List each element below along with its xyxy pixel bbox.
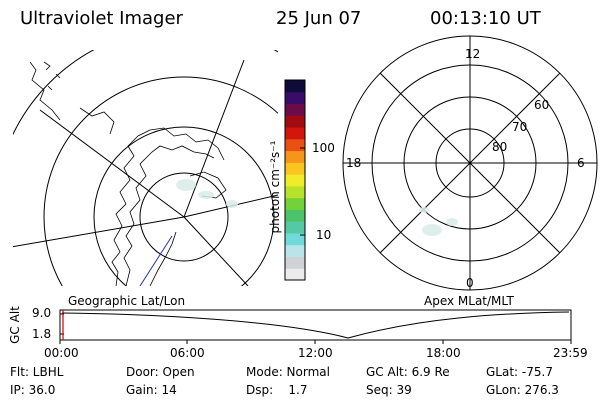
date-label: 25 Jun 07 xyxy=(276,8,362,29)
meridian-line xyxy=(183,59,245,218)
latitude-circle xyxy=(13,50,278,136)
timeline-y-label: GC Alt xyxy=(7,306,22,344)
colorbar-cell xyxy=(285,162,305,175)
colorbar xyxy=(284,79,306,281)
colorbar-tick-10: 10 xyxy=(316,228,332,242)
colorbar-cell xyxy=(285,197,305,210)
auroral-emission xyxy=(176,179,238,208)
mlat-label-60: 60 xyxy=(534,98,550,112)
coastline xyxy=(29,61,227,286)
colorbar-cell xyxy=(285,232,305,246)
timeline-x-tick: 00:00 xyxy=(44,346,79,360)
gc-alt-info: GC Alt: 6.9 Re xyxy=(366,365,450,379)
colorbar-cell xyxy=(285,268,305,281)
colorbar-cell xyxy=(285,103,305,116)
timeline-x-tick: 23:59 xyxy=(553,346,588,360)
altitude-timeline xyxy=(59,309,572,344)
latitude-circle xyxy=(139,172,229,262)
colorbar-tick-100: 100 xyxy=(312,141,335,155)
colorbar-cell xyxy=(285,221,305,234)
mlt-label-12: 12 xyxy=(465,47,481,61)
mlat-label-80: 80 xyxy=(492,140,508,154)
seq-info: Seq: 39 xyxy=(366,383,412,397)
apex-polar-plot xyxy=(342,35,598,291)
apex-panel-label: Apex MLat/MLT xyxy=(424,294,514,308)
instrument-title: Ultraviolet Imager xyxy=(20,8,183,29)
colorbar-cell xyxy=(285,185,305,199)
geographic-map xyxy=(13,50,278,286)
dsp-info: Dsp: 1.7 xyxy=(246,383,308,397)
timeline-x-tick: 12:00 xyxy=(298,346,333,360)
colorbar-cell xyxy=(285,138,305,152)
timeline-x-tick: 06:00 xyxy=(170,346,205,360)
colorbar-cell xyxy=(285,127,305,140)
meridian-line xyxy=(39,109,185,218)
gain-info: Gain: 14 xyxy=(126,383,177,397)
timeline-x-tick: 18:00 xyxy=(426,346,461,360)
colorbar-cell xyxy=(285,174,305,187)
colorbar-cell xyxy=(285,91,305,105)
mlt-label-18: 18 xyxy=(346,156,362,170)
mode-info: Mode: Normal xyxy=(246,365,330,379)
colorbar-cell xyxy=(285,244,305,257)
colorbar-unit-label: photon cm⁻²s⁻¹ xyxy=(268,140,282,234)
filter-info: Flt: LBHL xyxy=(10,365,64,379)
glon-info: GLon: 276.3 xyxy=(486,383,559,397)
ip-info: IP: 36.0 xyxy=(10,383,56,397)
latitude-circle xyxy=(93,126,275,286)
colorbar-cell xyxy=(285,115,305,128)
glat-info: GLat: -75.7 xyxy=(486,365,553,379)
colorbar-cell xyxy=(285,256,305,269)
auroral-emission-mlt xyxy=(419,207,458,236)
timeline-y-tick-high: 9.0 xyxy=(32,306,52,320)
time-label: 00:13:10 UT xyxy=(430,8,541,29)
satellite-track xyxy=(139,235,173,286)
mlt-label-0: 0 xyxy=(466,276,474,290)
mlt-diagonal xyxy=(379,72,561,254)
colorbar-cell xyxy=(285,209,305,222)
mlat-label-70: 70 xyxy=(512,120,528,134)
mlt-label-6: 6 xyxy=(577,156,585,170)
latitude-circle xyxy=(43,76,278,286)
timeline-y-tick-low: 1.8 xyxy=(32,327,52,341)
door-info: Door: Open xyxy=(126,365,195,379)
colorbar-cell xyxy=(285,150,305,163)
geographic-panel-label: Geographic Lat/Lon xyxy=(68,294,186,308)
altitude-curve xyxy=(61,311,570,339)
meridian-line xyxy=(183,216,249,286)
meridian-line xyxy=(13,216,185,248)
colorbar-cell xyxy=(285,80,305,93)
